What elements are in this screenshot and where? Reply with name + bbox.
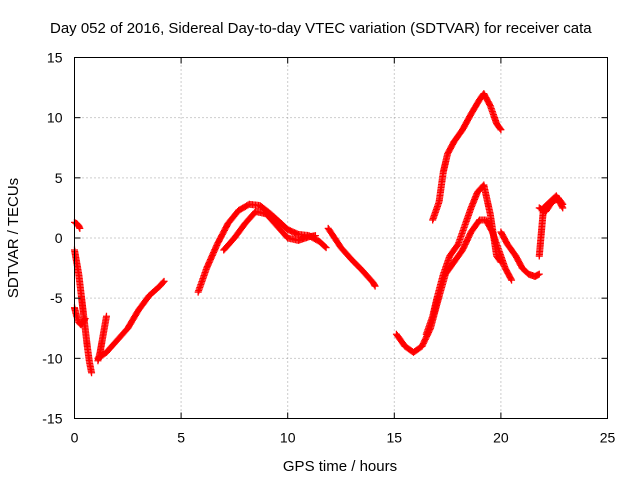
y-tick-label: -5: [50, 290, 63, 306]
x-tick-label: 0: [71, 430, 79, 446]
data-point: [508, 276, 516, 284]
series-arc-3: [71, 304, 89, 329]
data-point: [371, 282, 379, 290]
x-tick-label: 10: [280, 430, 296, 446]
data-point: [159, 278, 167, 286]
series-arc-4: [94, 312, 110, 365]
series-arc-7: [220, 208, 319, 254]
series-arc-10: [422, 181, 505, 338]
x-tick-label: 15: [387, 430, 403, 446]
series-arc-13: [497, 228, 543, 281]
axis-ticks: [74, 57, 608, 419]
data-points: [71, 90, 567, 377]
data-point: [322, 244, 330, 252]
series-arc-12: [450, 90, 505, 146]
y-tick-label: 15: [47, 50, 63, 66]
grid: [74, 57, 608, 419]
y-tick-label: 0: [55, 230, 63, 246]
chart-title: Day 052 of 2016, Sidereal Day-to-day VTE…: [50, 20, 592, 37]
y-tick-label: -10: [42, 350, 62, 366]
data-point: [80, 316, 88, 324]
data-point: [496, 124, 504, 132]
x-tick-label: 20: [493, 430, 509, 446]
data-point: [497, 258, 505, 266]
tick-labels: 0 5 10 15 20 25 15 10 5 0 -5 -10 -15: [42, 50, 615, 446]
data-point: [497, 126, 505, 134]
data-point: [496, 257, 504, 265]
y-tick-label: 5: [55, 170, 63, 186]
data-point: [558, 199, 566, 207]
data-point: [535, 270, 543, 278]
data-point: [88, 369, 96, 377]
data-point: [311, 232, 319, 240]
data-point: [160, 277, 168, 285]
data-point: [102, 312, 110, 320]
data-point: [370, 281, 378, 289]
data-point: [559, 200, 567, 208]
y-tick-label: 10: [47, 110, 63, 126]
y-tick-label: -15: [42, 411, 62, 427]
data-point: [507, 275, 515, 283]
series-arc-1: [71, 218, 84, 232]
series-arc-8: [324, 224, 379, 290]
series-arc-11: [429, 138, 458, 224]
data-point: [81, 315, 89, 323]
series-arc-15: [535, 194, 567, 216]
series-arc-5: [94, 277, 168, 362]
x-axis-label: GPS time / hours: [283, 458, 397, 475]
plot-frame: [74, 57, 608, 419]
data-point: [76, 224, 84, 232]
y-axis-label: SDTVAR / TECUs: [5, 178, 22, 298]
x-tick-label: 25: [600, 430, 616, 446]
x-tick-label: 5: [177, 430, 185, 446]
data-point: [321, 243, 329, 251]
